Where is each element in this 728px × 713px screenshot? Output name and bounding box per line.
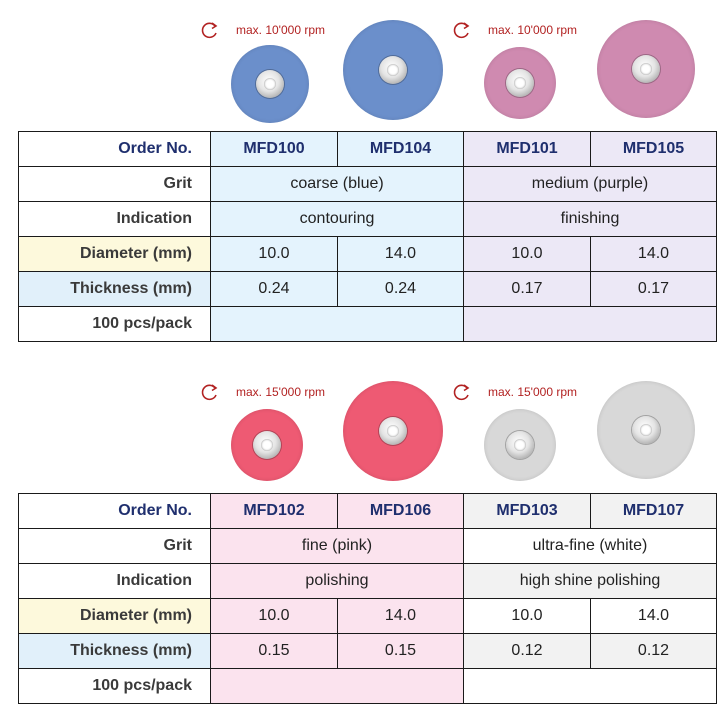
table-row: Order No. MFD102 MFD106 MFD103 MFD107	[18, 493, 717, 529]
thickness-value: 0.15	[337, 633, 464, 669]
order-code: MFD107	[590, 493, 717, 529]
disc-pink-small	[231, 409, 303, 481]
table-row: Thickness (mm) 0.15 0.15 0.12 0.12	[18, 633, 717, 669]
spec-table-top: Order No. MFD100 MFD104 MFD101 MFD105 Gr…	[18, 131, 717, 342]
rotation-arrow-icon	[201, 22, 218, 39]
diameter-value: 10.0	[463, 236, 591, 272]
pack-label: 100 pcs/pack	[18, 668, 211, 704]
diameter-value: 10.0	[463, 598, 591, 634]
table-row: Indication polishing high shine polishin…	[18, 563, 717, 599]
rpm-text: max. 10'000 rpm	[236, 23, 325, 37]
thickness-value: 0.17	[590, 271, 717, 307]
table-row: Diameter (mm) 10.0 14.0 10.0 14.0	[18, 236, 717, 272]
table-row: Grit coarse (blue) medium (purple)	[18, 166, 717, 202]
order-code: MFD105	[590, 131, 717, 167]
top-section: max. 10'000 rpm max. 10'000 rpm Order No…	[0, 0, 728, 350]
rpm-text: max. 15'000 rpm	[488, 385, 577, 399]
spec-table-bottom: Order No. MFD102 MFD106 MFD103 MFD107 Gr…	[18, 493, 717, 704]
disc-blue-large	[343, 20, 443, 120]
disc-hole	[640, 424, 652, 436]
table-row: Grit fine (pink) ultra-fine (white)	[18, 528, 717, 564]
diameter-value: 14.0	[337, 598, 464, 634]
thickness-label: Thickness (mm)	[18, 271, 211, 307]
table-row: 100 pcs/pack	[18, 306, 717, 342]
table-row: Thickness (mm) 0.24 0.24 0.17 0.17	[18, 271, 717, 307]
table-row: Order No. MFD100 MFD104 MFD101 MFD105	[18, 131, 717, 167]
order-code: MFD101	[463, 131, 591, 167]
disc-pink-large	[343, 381, 443, 481]
grit-value: coarse (blue)	[210, 166, 464, 202]
order-code: MFD102	[210, 493, 338, 529]
rpm-text: max. 10'000 rpm	[488, 23, 577, 37]
grit-label: Grit	[18, 528, 211, 564]
pack-cell	[463, 668, 717, 704]
order-code: MFD104	[337, 131, 464, 167]
disc-white-small	[484, 409, 556, 481]
grit-value: fine (pink)	[210, 528, 464, 564]
disc-hole	[514, 439, 526, 451]
rpm-note-left: max. 15'000 rpm	[200, 382, 325, 402]
pack-cell	[210, 306, 464, 342]
disc-hole	[261, 439, 273, 451]
rpm-text: max. 15'000 rpm	[236, 385, 325, 399]
order-code: MFD100	[210, 131, 338, 167]
grit-value: ultra-fine (white)	[463, 528, 717, 564]
disc-hole	[640, 63, 652, 75]
disc-hole	[514, 77, 526, 89]
diameter-value: 10.0	[210, 598, 338, 634]
diameter-label: Diameter (mm)	[18, 598, 211, 634]
rotation-arrow-icon	[201, 384, 218, 401]
indication-value: high shine polishing	[463, 563, 717, 599]
table-row: Indication contouring finishing	[18, 201, 717, 237]
disc-hole	[264, 78, 276, 90]
rotation-arrow-icon	[453, 384, 470, 401]
grit-value: medium (purple)	[463, 166, 717, 202]
indication-value: contouring	[210, 201, 464, 237]
indication-label: Indication	[18, 201, 211, 237]
indication-label: Indication	[18, 563, 211, 599]
bottom-section: max. 15'000 rpm max. 15'000 rpm Order No…	[0, 362, 728, 713]
pack-label: 100 pcs/pack	[18, 306, 211, 342]
disc-hole	[387, 64, 399, 76]
thickness-value: 0.12	[590, 633, 717, 669]
diameter-value: 14.0	[337, 236, 464, 272]
thickness-value: 0.15	[210, 633, 338, 669]
order-label: Order No.	[18, 131, 211, 167]
diameter-label: Diameter (mm)	[18, 236, 211, 272]
disc-hole	[387, 425, 399, 437]
rpm-note-left: max. 10'000 rpm	[200, 20, 325, 40]
grit-label: Grit	[18, 166, 211, 202]
order-code: MFD103	[463, 493, 591, 529]
pack-cell	[210, 668, 464, 704]
order-code: MFD106	[337, 493, 464, 529]
diameter-value: 14.0	[590, 236, 717, 272]
indication-value: polishing	[210, 563, 464, 599]
thickness-value: 0.12	[463, 633, 591, 669]
thickness-value: 0.17	[463, 271, 591, 307]
disc-blue-small	[231, 45, 309, 123]
thickness-label: Thickness (mm)	[18, 633, 211, 669]
indication-value: finishing	[463, 201, 717, 237]
thickness-value: 0.24	[337, 271, 464, 307]
disc-purple-small	[484, 47, 556, 119]
diameter-value: 14.0	[590, 598, 717, 634]
diameter-value: 10.0	[210, 236, 338, 272]
disc-white-large	[597, 381, 695, 479]
rpm-note-right: max. 10'000 rpm	[452, 20, 577, 40]
table-row: Diameter (mm) 10.0 14.0 10.0 14.0	[18, 598, 717, 634]
disc-purple-large	[597, 20, 695, 118]
rotation-arrow-icon	[453, 22, 470, 39]
rpm-note-right: max. 15'000 rpm	[452, 382, 577, 402]
thickness-value: 0.24	[210, 271, 338, 307]
order-label: Order No.	[18, 493, 211, 529]
table-row: 100 pcs/pack	[18, 668, 717, 704]
pack-cell	[463, 306, 717, 342]
